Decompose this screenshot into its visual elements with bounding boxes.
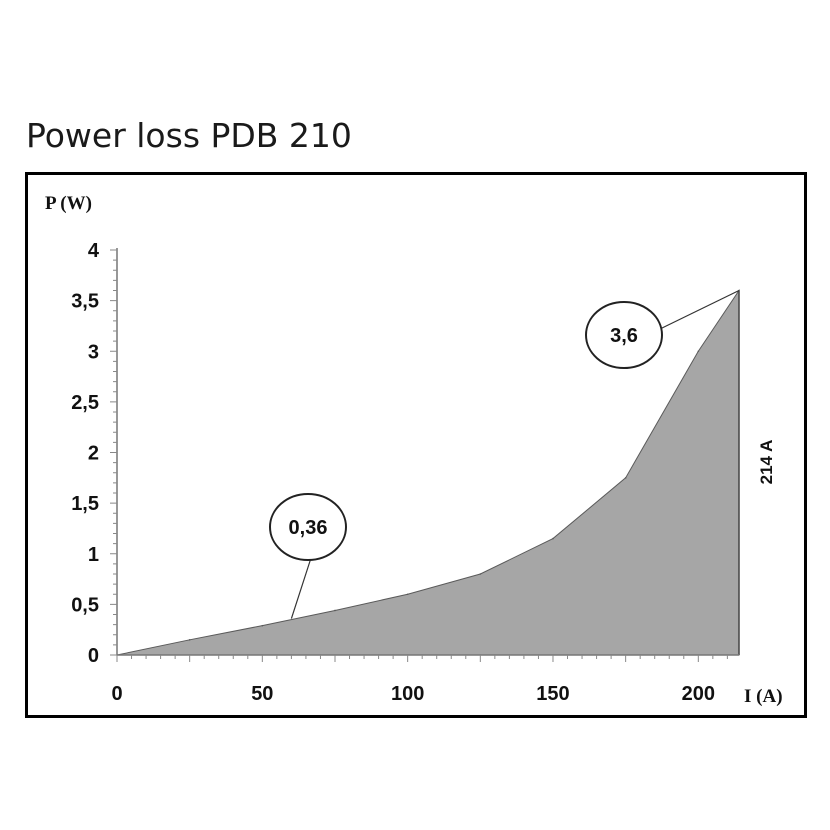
y-tick-label: 0,5 — [71, 594, 99, 616]
callout-value: 3,6 — [610, 325, 638, 347]
page-title: Power loss PDB 210 — [26, 116, 352, 155]
callout-leader — [290, 557, 312, 619]
callout-leader — [659, 289, 740, 330]
y-tick-label: 3,5 — [71, 291, 99, 313]
data-point — [261, 624, 264, 627]
data-point — [552, 537, 554, 540]
x-tick-label: 200 — [682, 683, 715, 705]
y-tick-label: 3 — [88, 341, 99, 363]
chart-frame: 0 0,5 1 1,5 2 2,5 3 3,5 4 0 50 100 150 200 P (W) I (A) 2… — [25, 172, 807, 718]
data-point — [406, 593, 409, 596]
y-tick-label: 2 — [88, 443, 99, 465]
data-point — [188, 639, 191, 641]
x-tick-label: 0 — [111, 683, 122, 705]
x-tick-label: 50 — [251, 683, 273, 705]
x-tick-label: 150 — [536, 683, 569, 705]
x-axis-label: I (A) — [744, 686, 783, 707]
y-tick-label: 4 — [88, 240, 100, 262]
callout-bubble — [585, 301, 663, 369]
power-loss-chart: 0 0,5 1 1,5 2 2,5 3 3,5 4 0 50 100 150 200 P (W) I (A) 2… — [45, 193, 783, 707]
x-tick-label: 100 — [391, 683, 424, 705]
data-point — [624, 477, 627, 479]
y-tick-label: 2,5 — [71, 392, 99, 414]
y-tick-label: 0 — [88, 645, 99, 667]
data-point — [334, 609, 336, 612]
y-axis-label: P (W) — [45, 193, 92, 214]
vertical-marker-label: 214 A — [757, 440, 776, 485]
data-point — [479, 573, 482, 575]
y-tick-label: 1,5 — [71, 493, 99, 515]
data-point — [697, 350, 700, 353]
y-tick-label: 1 — [88, 544, 99, 566]
callout-value: 0,36 — [289, 517, 328, 539]
callout-bubble — [269, 493, 347, 561]
